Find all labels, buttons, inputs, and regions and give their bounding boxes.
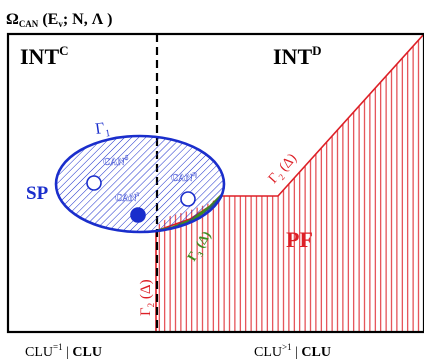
can-iota-marker	[130, 207, 146, 223]
int-d-label: INTD	[273, 43, 322, 69]
title: ΩCAN (Ev; N, Λ )	[6, 11, 113, 29]
pf-label: PF	[286, 227, 313, 252]
can-delta-label: CANδ	[103, 154, 129, 168]
int-c-label: INTC	[20, 43, 69, 69]
bottom-label-right: CLU>1 | CLU	[254, 342, 331, 360]
phase-frame	[6, 32, 424, 334]
title-args-rest: ; N, Λ )	[63, 11, 113, 28]
can-delta-marker	[86, 175, 102, 191]
title-args-sub: v	[58, 19, 63, 29]
sp-region	[54, 134, 226, 234]
bottom-label-left: CLU=1 | CLU	[25, 342, 102, 360]
gamma2-lower-label: Γ2 (Δ)	[138, 279, 156, 316]
title-omega-sub: CAN	[19, 19, 39, 29]
can-eta-marker	[180, 191, 196, 207]
gamma1-label: Γ1	[94, 119, 111, 141]
title-args-open: (E	[42, 11, 58, 28]
sp-label: SP	[26, 183, 49, 204]
can-eta-label: CANη	[171, 170, 197, 184]
can-iota-label: CANι	[115, 190, 140, 204]
title-omega: Ω	[6, 11, 19, 28]
